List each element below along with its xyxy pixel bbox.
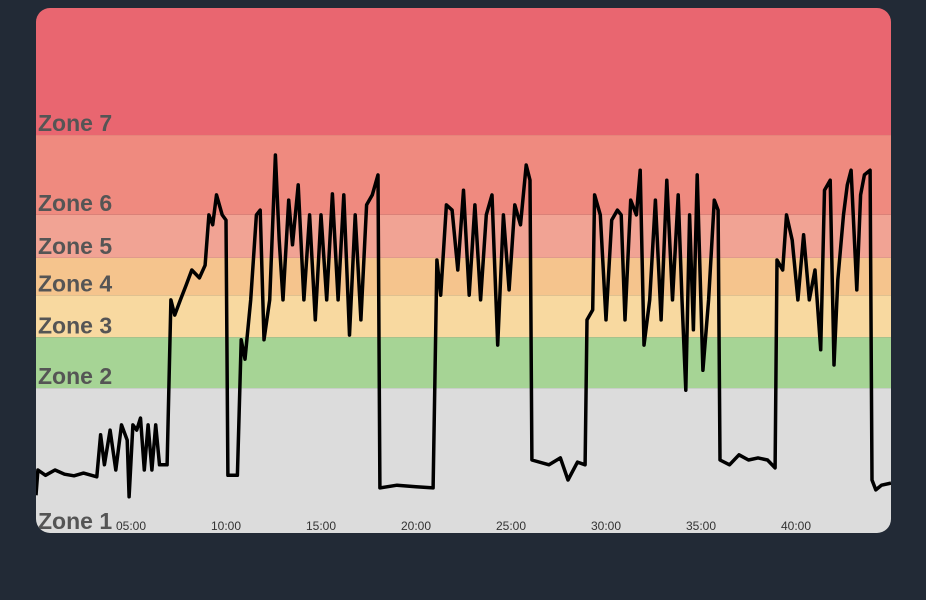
plot-area: Zone 1 Zone 2 Zone 3 Zone 4 Zone 5 Zone 6 Zone… (36, 8, 891, 534)
zone-label: Zone 3 (38, 312, 112, 338)
zone-band (36, 257, 891, 296)
data-line (36, 153, 891, 499)
x-tick-label: 15:00 (306, 519, 336, 533)
zone-label: Zone 6 (38, 190, 112, 216)
zone-band (36, 337, 891, 389)
x-tick-label: 25:00 (496, 519, 526, 533)
x-tick-label: 05:00 (116, 519, 146, 533)
x-tick-label: 30:00 (591, 519, 621, 533)
zone-label: Zone 4 (38, 270, 112, 296)
zone-label: Zone 1 (38, 508, 112, 534)
zone-label: Zone 5 (38, 233, 112, 259)
zone-band (36, 295, 891, 338)
x-tick-label: 35:00 (686, 519, 716, 533)
zone-label: Zone 7 (38, 110, 112, 136)
x-tick-label: 40:00 (781, 519, 811, 533)
x-tick-label: 10:00 (211, 519, 241, 533)
x-tick-label: 20:00 (401, 519, 431, 533)
zone-label: Zone 2 (38, 363, 112, 389)
zone-band (36, 8, 891, 136)
